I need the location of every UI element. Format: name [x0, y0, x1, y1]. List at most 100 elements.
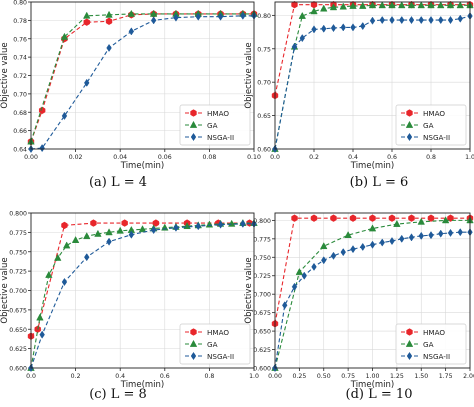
legend-label-hmao: HMAO: [207, 109, 229, 118]
x-tick-label: 0.50: [317, 373, 331, 380]
y-axis-label: Objective value: [244, 42, 254, 108]
data-point-hmao: [121, 219, 128, 227]
y-tick-label: 0.700: [253, 292, 271, 299]
series-line-ga: [30, 13, 254, 142]
data-point-ga: [71, 235, 80, 243]
y-tick-label: 0.74: [13, 55, 27, 62]
y-tick-label: 0.650: [9, 327, 27, 334]
plot-frame: [274, 1, 471, 150]
data-point-nsga-ii: [299, 34, 306, 43]
data-point-nsga-ii: [340, 23, 346, 32]
data-point-ga: [62, 241, 71, 249]
y-tick-label: 0.75: [257, 46, 271, 53]
y-tick-label: 0.68: [13, 110, 27, 117]
data-point-hmao: [291, 0, 298, 9]
data-point-nsga-ii: [350, 245, 356, 254]
y-tick-label: 0.750: [9, 249, 27, 256]
y-tick-label: 0.675: [253, 310, 271, 317]
data-point-nsga-ii: [321, 256, 327, 265]
y-tick-label: 0.775: [253, 236, 271, 243]
data-point-nsga-ii: [340, 248, 346, 257]
data-point-hmao: [349, 214, 357, 222]
panel-caption: (b) L = 6: [350, 175, 409, 190]
y-tick-label: 0.65: [257, 113, 271, 120]
data-point-ga: [94, 229, 102, 237]
x-tick-label: 0.2: [71, 373, 81, 380]
data-point-ga: [393, 219, 401, 227]
data-point-nsga-ii: [173, 13, 179, 22]
legend-label-ga: GA: [207, 340, 218, 349]
data-point-nsga-ii: [428, 231, 434, 240]
legend-label-hmao: HMAO: [423, 109, 445, 118]
data-point-nsga-ii: [360, 242, 366, 252]
data-point-ga: [339, 2, 347, 10]
y-tick-label: 0.70: [13, 91, 27, 98]
legend-marker-ga: [189, 339, 198, 347]
legend-label-hmao: HMAO: [423, 328, 445, 337]
data-point-nsga-ii: [39, 330, 45, 339]
data-point-ga: [329, 3, 338, 11]
data-point-ga: [205, 220, 214, 228]
legend-marker-hmao: [406, 328, 413, 336]
data-point-nsga-ii: [301, 271, 307, 280]
data-point-nsga-ii: [128, 27, 135, 36]
x-axis-label: Time(min): [350, 161, 394, 171]
legend-marker-ga: [405, 339, 414, 347]
panel-c: 0.600 0.625 0.650 0.675 0.700 0.725 0.750 0.775…: [0, 211, 259, 403]
x-tick-label: 0.6: [160, 373, 170, 380]
y-tick-label: 0.600: [253, 366, 271, 373]
plot-frame: [274, 212, 471, 369]
data-point-nsga-ii: [321, 24, 327, 33]
x-tick-label: 1.00: [366, 373, 380, 380]
series-line-ga: [30, 222, 254, 369]
data-point-ga: [378, 1, 386, 9]
x-tick-label: 1.25: [390, 373, 404, 380]
x-tick-label: 1.0: [249, 373, 259, 380]
x-tick-label: 0.08: [203, 154, 217, 161]
data-point-nsga-ii: [350, 23, 356, 32]
y-tick-label: 0.66: [13, 128, 27, 135]
data-point-ga: [227, 219, 236, 227]
data-point-nsga-ii: [330, 24, 337, 33]
data-point-ga: [298, 11, 307, 19]
data-point-ga: [417, 1, 425, 9]
data-point-nsga-ii: [61, 277, 68, 287]
data-point-hmao: [369, 214, 376, 222]
data-point-ga: [359, 1, 367, 9]
data-point-hmao: [330, 214, 337, 222]
x-tick-label: 0.2: [309, 154, 319, 161]
data-point-nsga-ii: [438, 15, 444, 25]
y-tick-label: 0.600: [9, 366, 27, 373]
legend-marker-nsga-ii: [406, 351, 413, 361]
data-point-nsga-ii: [408, 15, 415, 25]
data-point-ga: [36, 313, 44, 321]
data-point-ga: [105, 10, 113, 18]
x-tick-label: 0.25: [292, 373, 306, 380]
panel-caption: (c) L = 8: [89, 387, 147, 402]
data-point-nsga-ii: [291, 42, 298, 51]
y-tick-label: 0.70: [257, 80, 271, 87]
data-point-hmao: [105, 17, 113, 25]
data-point-nsga-ii: [106, 43, 112, 52]
data-point-nsga-ii: [428, 15, 434, 25]
data-point-nsga-ii: [128, 230, 135, 239]
x-tick-label: 0.4: [348, 154, 358, 161]
data-point-nsga-ii: [447, 15, 454, 25]
legend-label-nsga-ii: NSGA-II: [423, 133, 450, 142]
legend-marker-hmao: [190, 109, 197, 117]
data-point-nsga-ii: [195, 12, 201, 21]
data-point-nsga-ii: [240, 219, 246, 228]
legend-label-hmao: HMAO: [207, 328, 229, 337]
y-tick-label: 0.750: [253, 255, 271, 262]
data-point-nsga-ii: [61, 111, 68, 120]
y-tick-label: 0.800: [253, 218, 271, 225]
x-tick-label: 0.10: [247, 154, 261, 161]
data-point-nsga-ii: [457, 14, 463, 23]
y-tick-label: 0.725: [253, 273, 271, 280]
legend-label-nsga-ii: NSGA-II: [207, 352, 234, 361]
plot-frame: [30, 212, 255, 369]
data-point-nsga-ii: [447, 228, 454, 237]
y-tick-label: 0.675: [9, 307, 27, 314]
data-point-ga: [310, 7, 318, 15]
